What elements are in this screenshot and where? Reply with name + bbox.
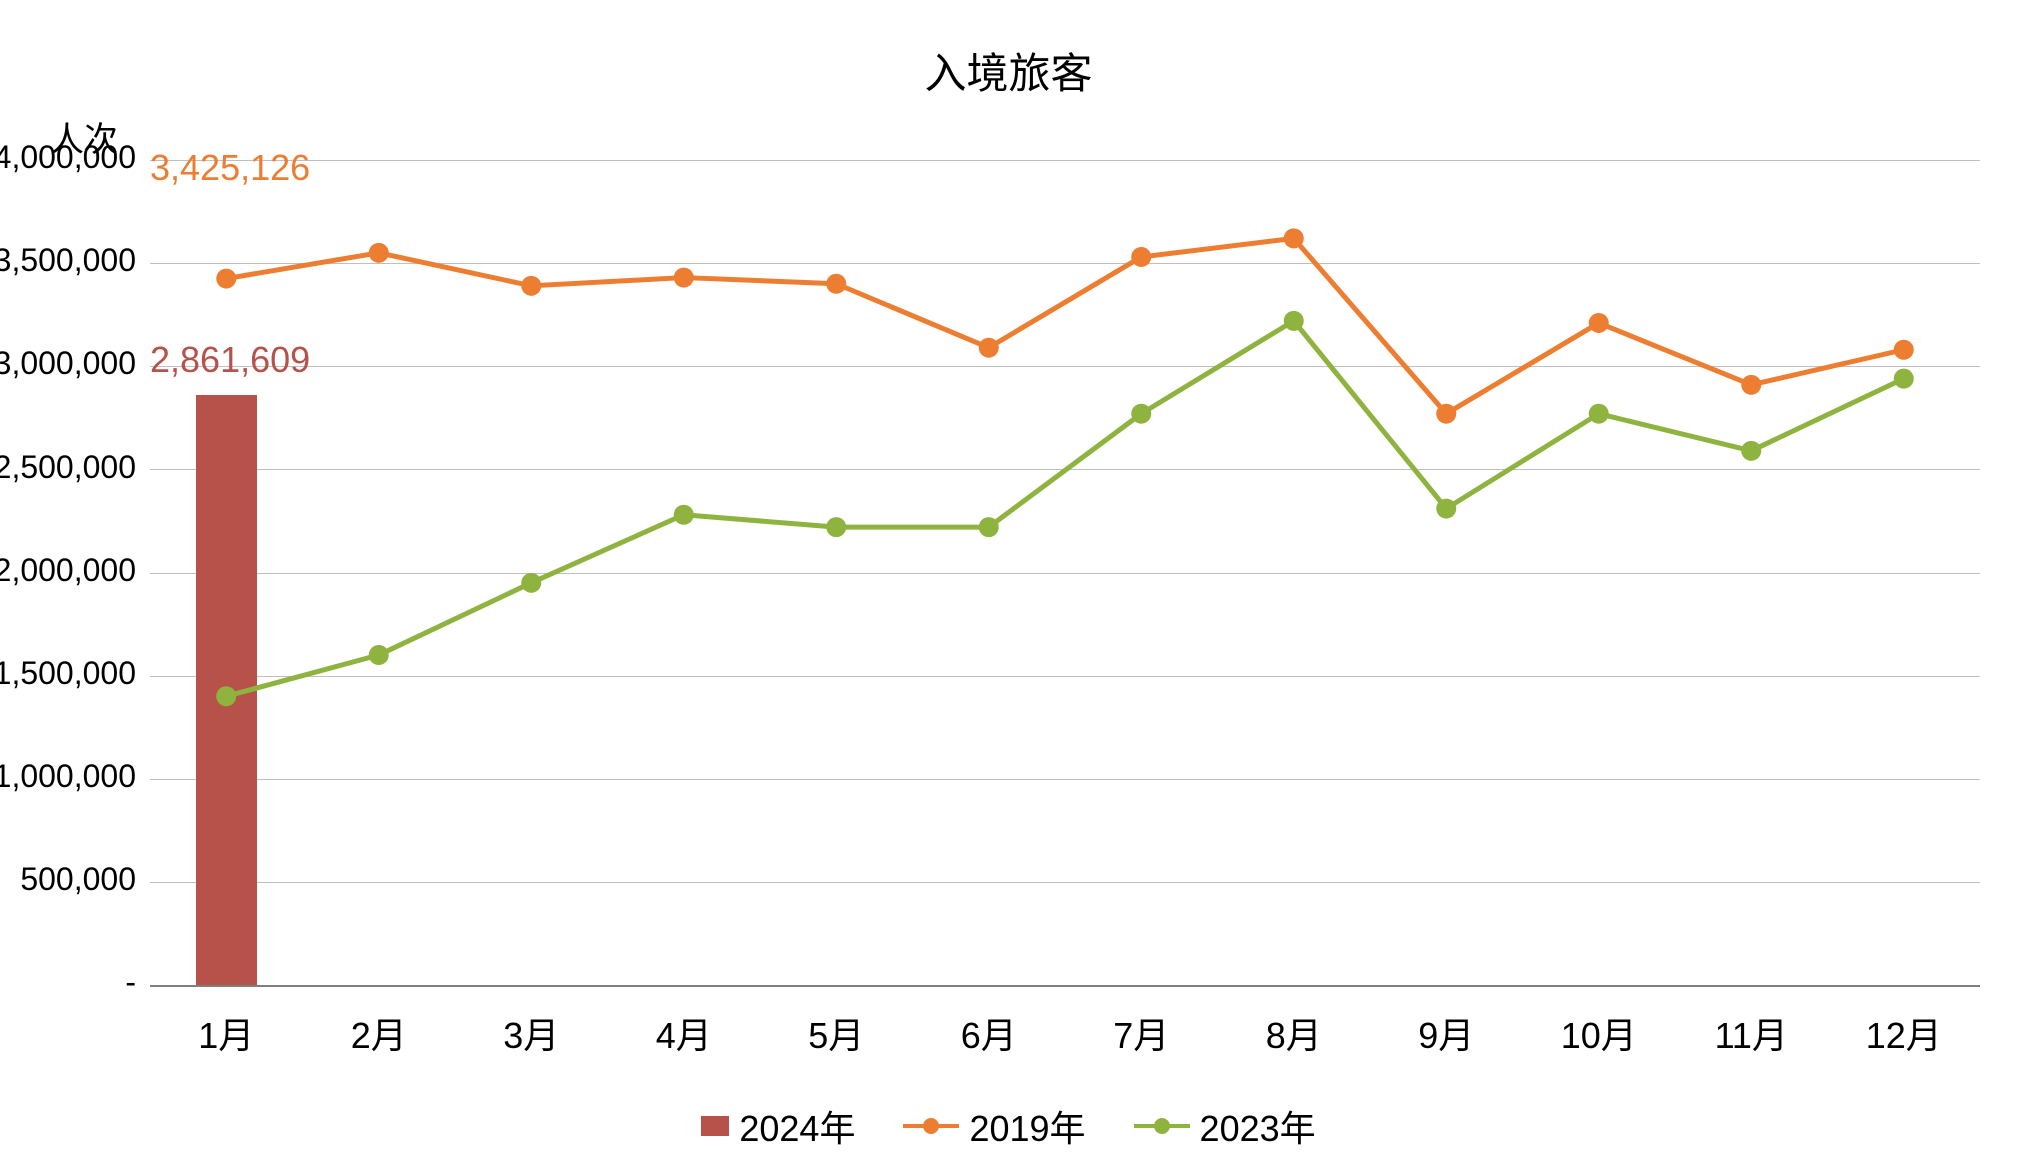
- chart-title: 入境旅客: [0, 40, 2017, 101]
- legend-item: 2023年: [1134, 1100, 1316, 1152]
- line-marker: [369, 645, 389, 665]
- x-tick-label: 10月: [1523, 1007, 1676, 1059]
- gridline: [150, 160, 1980, 161]
- gridline: [150, 366, 1980, 367]
- line-marker: [674, 505, 694, 525]
- line-marker: [1284, 228, 1304, 248]
- legend-item: 2024年: [701, 1100, 855, 1152]
- legend: 2024年 2019年 2023年: [0, 1100, 2017, 1152]
- legend-swatch-line: [1134, 1114, 1190, 1138]
- legend-item: 2019年: [903, 1100, 1085, 1152]
- gridline: [150, 676, 1980, 677]
- legend-swatch-bar: [701, 1116, 729, 1136]
- legend-swatch-line: [903, 1114, 959, 1138]
- x-tick-label: 2月: [303, 1007, 456, 1059]
- gridline: [150, 263, 1980, 264]
- gridline: [150, 985, 1980, 987]
- y-tick-label: 3,500,000: [0, 242, 136, 279]
- legend-label: 2023年: [1200, 1100, 1316, 1152]
- line-marker: [1589, 313, 1609, 333]
- x-tick-label: 8月: [1218, 1007, 1371, 1059]
- x-tick-label: 7月: [1065, 1007, 1218, 1059]
- line-marker: [369, 243, 389, 263]
- x-tick-label: 9月: [1370, 1007, 1523, 1059]
- x-tick-label: 4月: [608, 1007, 761, 1059]
- bar: [196, 395, 257, 985]
- x-tick-label: 5月: [760, 1007, 913, 1059]
- line-marker: [1436, 404, 1456, 424]
- y-tick-label: 2,500,000: [0, 449, 136, 486]
- y-tick-label: -: [125, 964, 136, 1001]
- line-marker: [216, 269, 236, 289]
- line-marker: [521, 276, 541, 296]
- line-marker: [1284, 311, 1304, 331]
- y-tick-label: 500,000: [20, 861, 136, 898]
- line-marker: [826, 274, 846, 294]
- line-marker: [1741, 441, 1761, 461]
- x-tick-label: 12月: [1828, 1007, 1981, 1059]
- gridline: [150, 882, 1980, 883]
- gridline: [150, 469, 1980, 470]
- line-marker: [521, 573, 541, 593]
- y-tick-label: 3,000,000: [0, 345, 136, 382]
- legend-label: 2024年: [739, 1100, 855, 1152]
- y-tick-label: 1,000,000: [0, 758, 136, 795]
- gridline: [150, 779, 1980, 780]
- line-series: [226, 238, 1904, 413]
- data-label: 2,861,609: [150, 339, 310, 381]
- line-marker: [1741, 375, 1761, 395]
- line-marker: [979, 338, 999, 358]
- line-marker: [1131, 404, 1151, 424]
- line-marker: [1894, 369, 1914, 389]
- gridline: [150, 573, 1980, 574]
- x-tick-label: 11月: [1675, 1007, 1828, 1059]
- x-tick-label: 6月: [913, 1007, 1066, 1059]
- y-tick-label: 4,000,000: [0, 139, 136, 176]
- y-tick-label: 2,000,000: [0, 552, 136, 589]
- line-marker: [979, 517, 999, 537]
- line-marker: [1894, 340, 1914, 360]
- data-label: 3,425,126: [150, 147, 310, 189]
- line-marker: [826, 517, 846, 537]
- line-marker: [674, 268, 694, 288]
- legend-label: 2019年: [969, 1100, 1085, 1152]
- y-tick-label: 1,500,000: [0, 655, 136, 692]
- x-tick-label: 1月: [150, 1007, 303, 1059]
- line-marker: [1436, 499, 1456, 519]
- chart-container: 入境旅客 人次 -500,0001,000,0001,500,0002,000,…: [0, 0, 2017, 1173]
- x-tick-label: 3月: [455, 1007, 608, 1059]
- line-marker: [1589, 404, 1609, 424]
- line-series: [226, 321, 1904, 696]
